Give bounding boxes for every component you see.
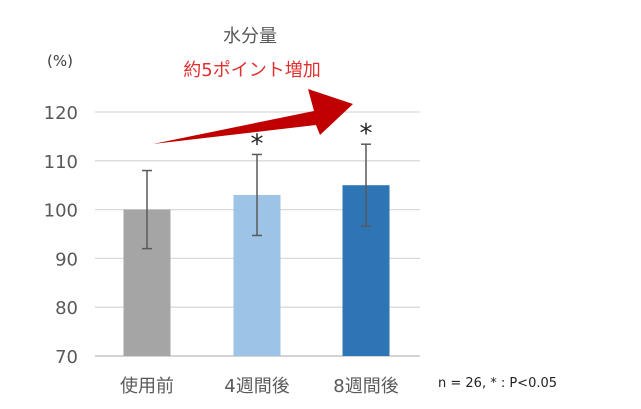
significance-marker: * [360,119,373,149]
y-tick-label: 110 [44,152,78,173]
y-tick-label: 120 [44,103,78,124]
x-tick-label: 4週間後 [224,376,289,397]
significance-marker: * [251,129,264,159]
footnote: n = 26, * : P<0.05 [438,376,557,391]
y-tick-label: 70 [55,347,78,368]
x-tick-label: 使用前 [120,376,174,397]
y-axis-label: (%) [47,52,73,70]
y-tick-label: 90 [55,249,78,270]
chart-subtitle: 約5ポイント増加 [183,60,320,81]
chart-title: 水分量 [223,26,277,47]
trend-arrow [153,89,353,144]
x-tick-label: 8週間後 [333,376,398,397]
y-tick-label: 100 [44,201,78,222]
y-tick-label: 80 [55,298,78,319]
